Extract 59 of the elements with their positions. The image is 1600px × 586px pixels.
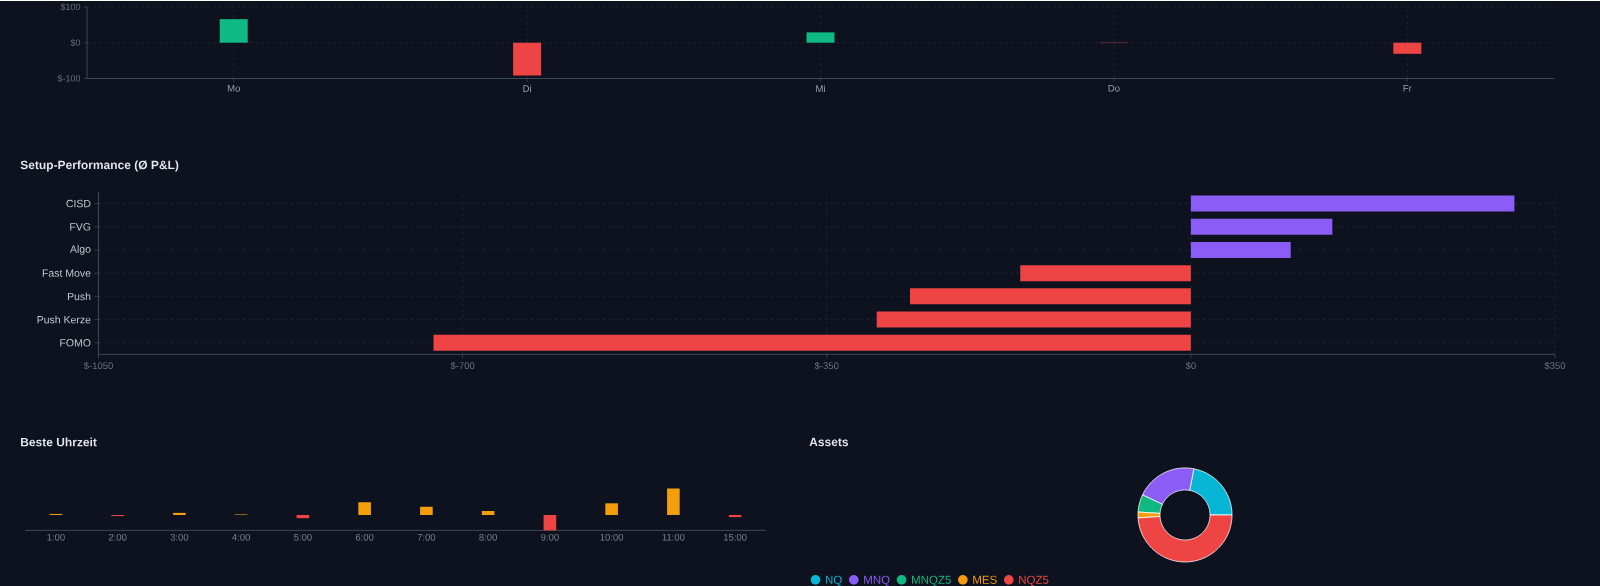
x-tick-label: 9:00: [541, 533, 559, 541]
y-tick-label: Fast Move: [42, 269, 91, 277]
bar: [433, 334, 1191, 351]
legend-label: MES: [973, 575, 997, 584]
bar: [876, 311, 1191, 328]
x-tick-label: 11:00: [662, 533, 685, 541]
legend-label: NQZ5: [1019, 575, 1049, 586]
chart-title: Beste Uhrzeit: [21, 437, 97, 447]
legend-label: MNQ: [864, 575, 890, 586]
x-tick-label: 3:00: [170, 533, 189, 541]
bar: [481, 511, 495, 515]
bar: [358, 502, 371, 515]
x-tick-label: 15:00: [723, 533, 747, 541]
y-tick-label: Push Kerze: [37, 315, 91, 324]
legend-label: NQ: [825, 575, 842, 586]
bar: [806, 32, 835, 43]
x-tick-label: $-700: [450, 361, 475, 370]
bar: [1020, 265, 1191, 282]
x-tick-label: Fr: [1403, 85, 1412, 92]
bar: [1190, 218, 1333, 235]
x-tick-label: 6:00: [355, 533, 374, 541]
bar: [605, 503, 618, 515]
x-tick-label: 10:00: [600, 533, 624, 541]
bar: [420, 506, 433, 515]
bar: [1190, 195, 1515, 212]
y-tick-label: CISD: [66, 199, 91, 208]
x-tick-label: 7:00: [417, 533, 436, 541]
y-tick-label: Algo: [69, 245, 91, 255]
y-tick-label: $-100: [57, 74, 81, 83]
bar: [173, 512, 186, 515]
x-tick-label: $-1050: [83, 361, 113, 370]
chart-title: Assets: [809, 437, 849, 447]
bar: [543, 515, 557, 531]
bar: [909, 288, 1191, 305]
x-tick-label: $0: [1185, 361, 1196, 370]
bar: [296, 515, 310, 519]
legend-label: MNQZ5: [912, 575, 951, 586]
bar: [219, 19, 248, 43]
x-tick-label: 4:00: [232, 533, 251, 541]
x-tick-label: Mi: [816, 85, 825, 92]
x-tick-label: $-350: [814, 361, 839, 370]
x-tick-label: Mo: [227, 85, 240, 92]
y-tick-label: $0: [70, 39, 81, 47]
x-tick-label: 5:00: [294, 533, 312, 541]
y-tick-label: FOMO: [60, 339, 91, 347]
bar: [1393, 42, 1422, 54]
x-tick-label: 8:00: [479, 533, 497, 541]
y-tick-label: FVG: [70, 223, 91, 231]
y-tick-label: $100: [60, 3, 81, 11]
bar: [1190, 241, 1291, 258]
x-tick-label: 2:00: [108, 533, 127, 541]
bar: [513, 42, 542, 76]
bar: [667, 488, 680, 515]
x-tick-label: 1:00: [47, 533, 65, 541]
x-tick-label: $350: [1544, 361, 1566, 370]
x-tick-label: Do: [1108, 85, 1120, 92]
y-tick-label: Push: [67, 292, 91, 301]
chart-title: Setup-Performance (Ø P&L): [20, 160, 179, 172]
x-tick-label: Di: [523, 85, 531, 92]
